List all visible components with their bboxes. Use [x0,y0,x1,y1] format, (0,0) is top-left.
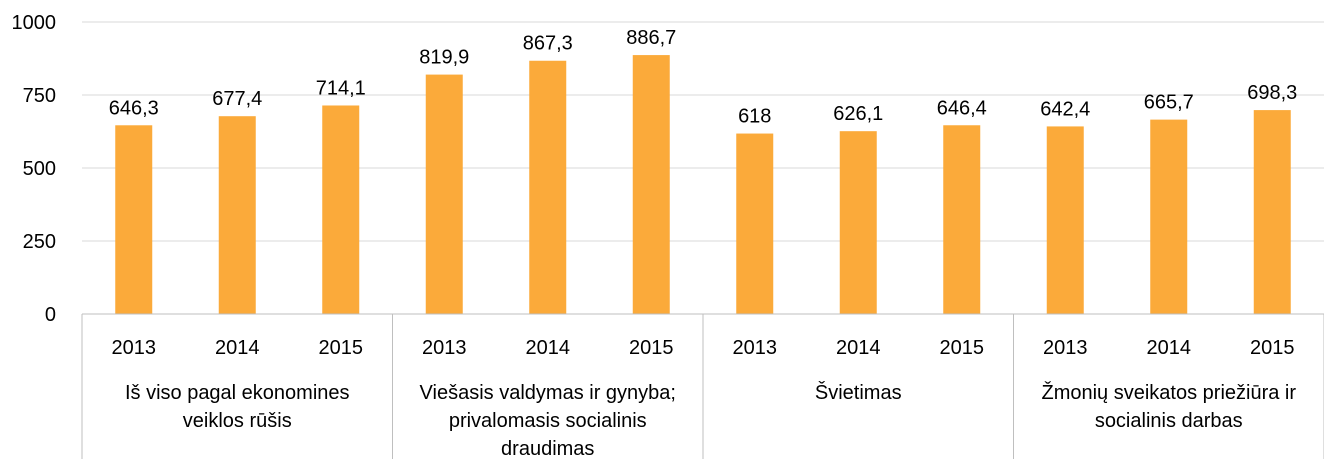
x-group-label: socialinis darbas [1095,410,1243,432]
bar [632,55,670,315]
x-axis: 2013 2014 2015 Iš viso pagal ekonomines veik… [81,313,1324,459]
x-tick-label-year: 2014 [215,337,260,359]
x-group-label: Viešasis valdymas ir gynyba; [420,382,676,404]
y-axis-ticks: 0 250 500 750 1000 [12,12,57,326]
bar [529,60,567,315]
x-tick-label-year: 2013 [422,337,467,359]
x-group-label: veiklos rūšis [183,410,292,432]
x-tick-label-year: 2014 [1147,337,1192,359]
bar [1150,119,1188,314]
bar [115,125,153,315]
y-tick-label: 750 [23,85,56,107]
x-tick-label-year: 2014 [836,337,881,359]
bar [218,116,256,314]
x-tick-label-year: 2013 [733,337,778,359]
data-label: 867,3 [523,33,573,55]
x-tick-label-year: 2015 [940,337,985,359]
x-group-label: Iš viso pagal ekonomines [125,382,350,404]
x-tick-label-year: 2013 [112,337,157,359]
data-label: 618 [738,106,771,128]
bar [1253,110,1291,314]
x-group-label: Žmonių sveikatos priežiūra ir [1041,381,1296,404]
data-label: 665,7 [1144,92,1194,114]
data-label: 698,3 [1247,82,1297,104]
y-tick-label: 0 [45,304,56,326]
bar [322,105,360,314]
y-tick-label: 250 [23,231,56,253]
x-tick-label-year: 2014 [526,337,571,359]
bar [839,131,877,314]
bar [943,125,981,315]
data-label: 646,4 [937,97,987,119]
y-tick-label: 1000 [12,12,57,34]
bar [736,133,774,314]
x-tick-label-year: 2015 [319,337,364,359]
bar [425,74,463,314]
data-label: 819,9 [419,47,469,69]
x-tick-label-year: 2015 [629,337,674,359]
gridlines [82,21,1324,242]
x-group-label: privalomasis socialinis [449,410,647,432]
data-label: 642,4 [1040,98,1090,120]
x-group-label: Švietimas [815,381,902,404]
x-tick-label-year: 2015 [1250,337,1295,359]
data-label: 646,3 [109,97,159,119]
data-label: 677,4 [212,88,262,110]
data-label: 886,7 [626,27,676,49]
data-label: 626,1 [833,103,883,125]
x-group-label: draudimas [501,438,594,459]
data-labels: 646,3 677,4 714,1 819,9 867,3 886,7 618 626,1 64… [109,27,1298,127]
x-tick-label-year: 2013 [1043,337,1088,359]
bar [1046,126,1084,315]
data-label: 714,1 [316,77,366,99]
y-tick-label: 500 [23,158,56,180]
bars [115,55,1291,315]
